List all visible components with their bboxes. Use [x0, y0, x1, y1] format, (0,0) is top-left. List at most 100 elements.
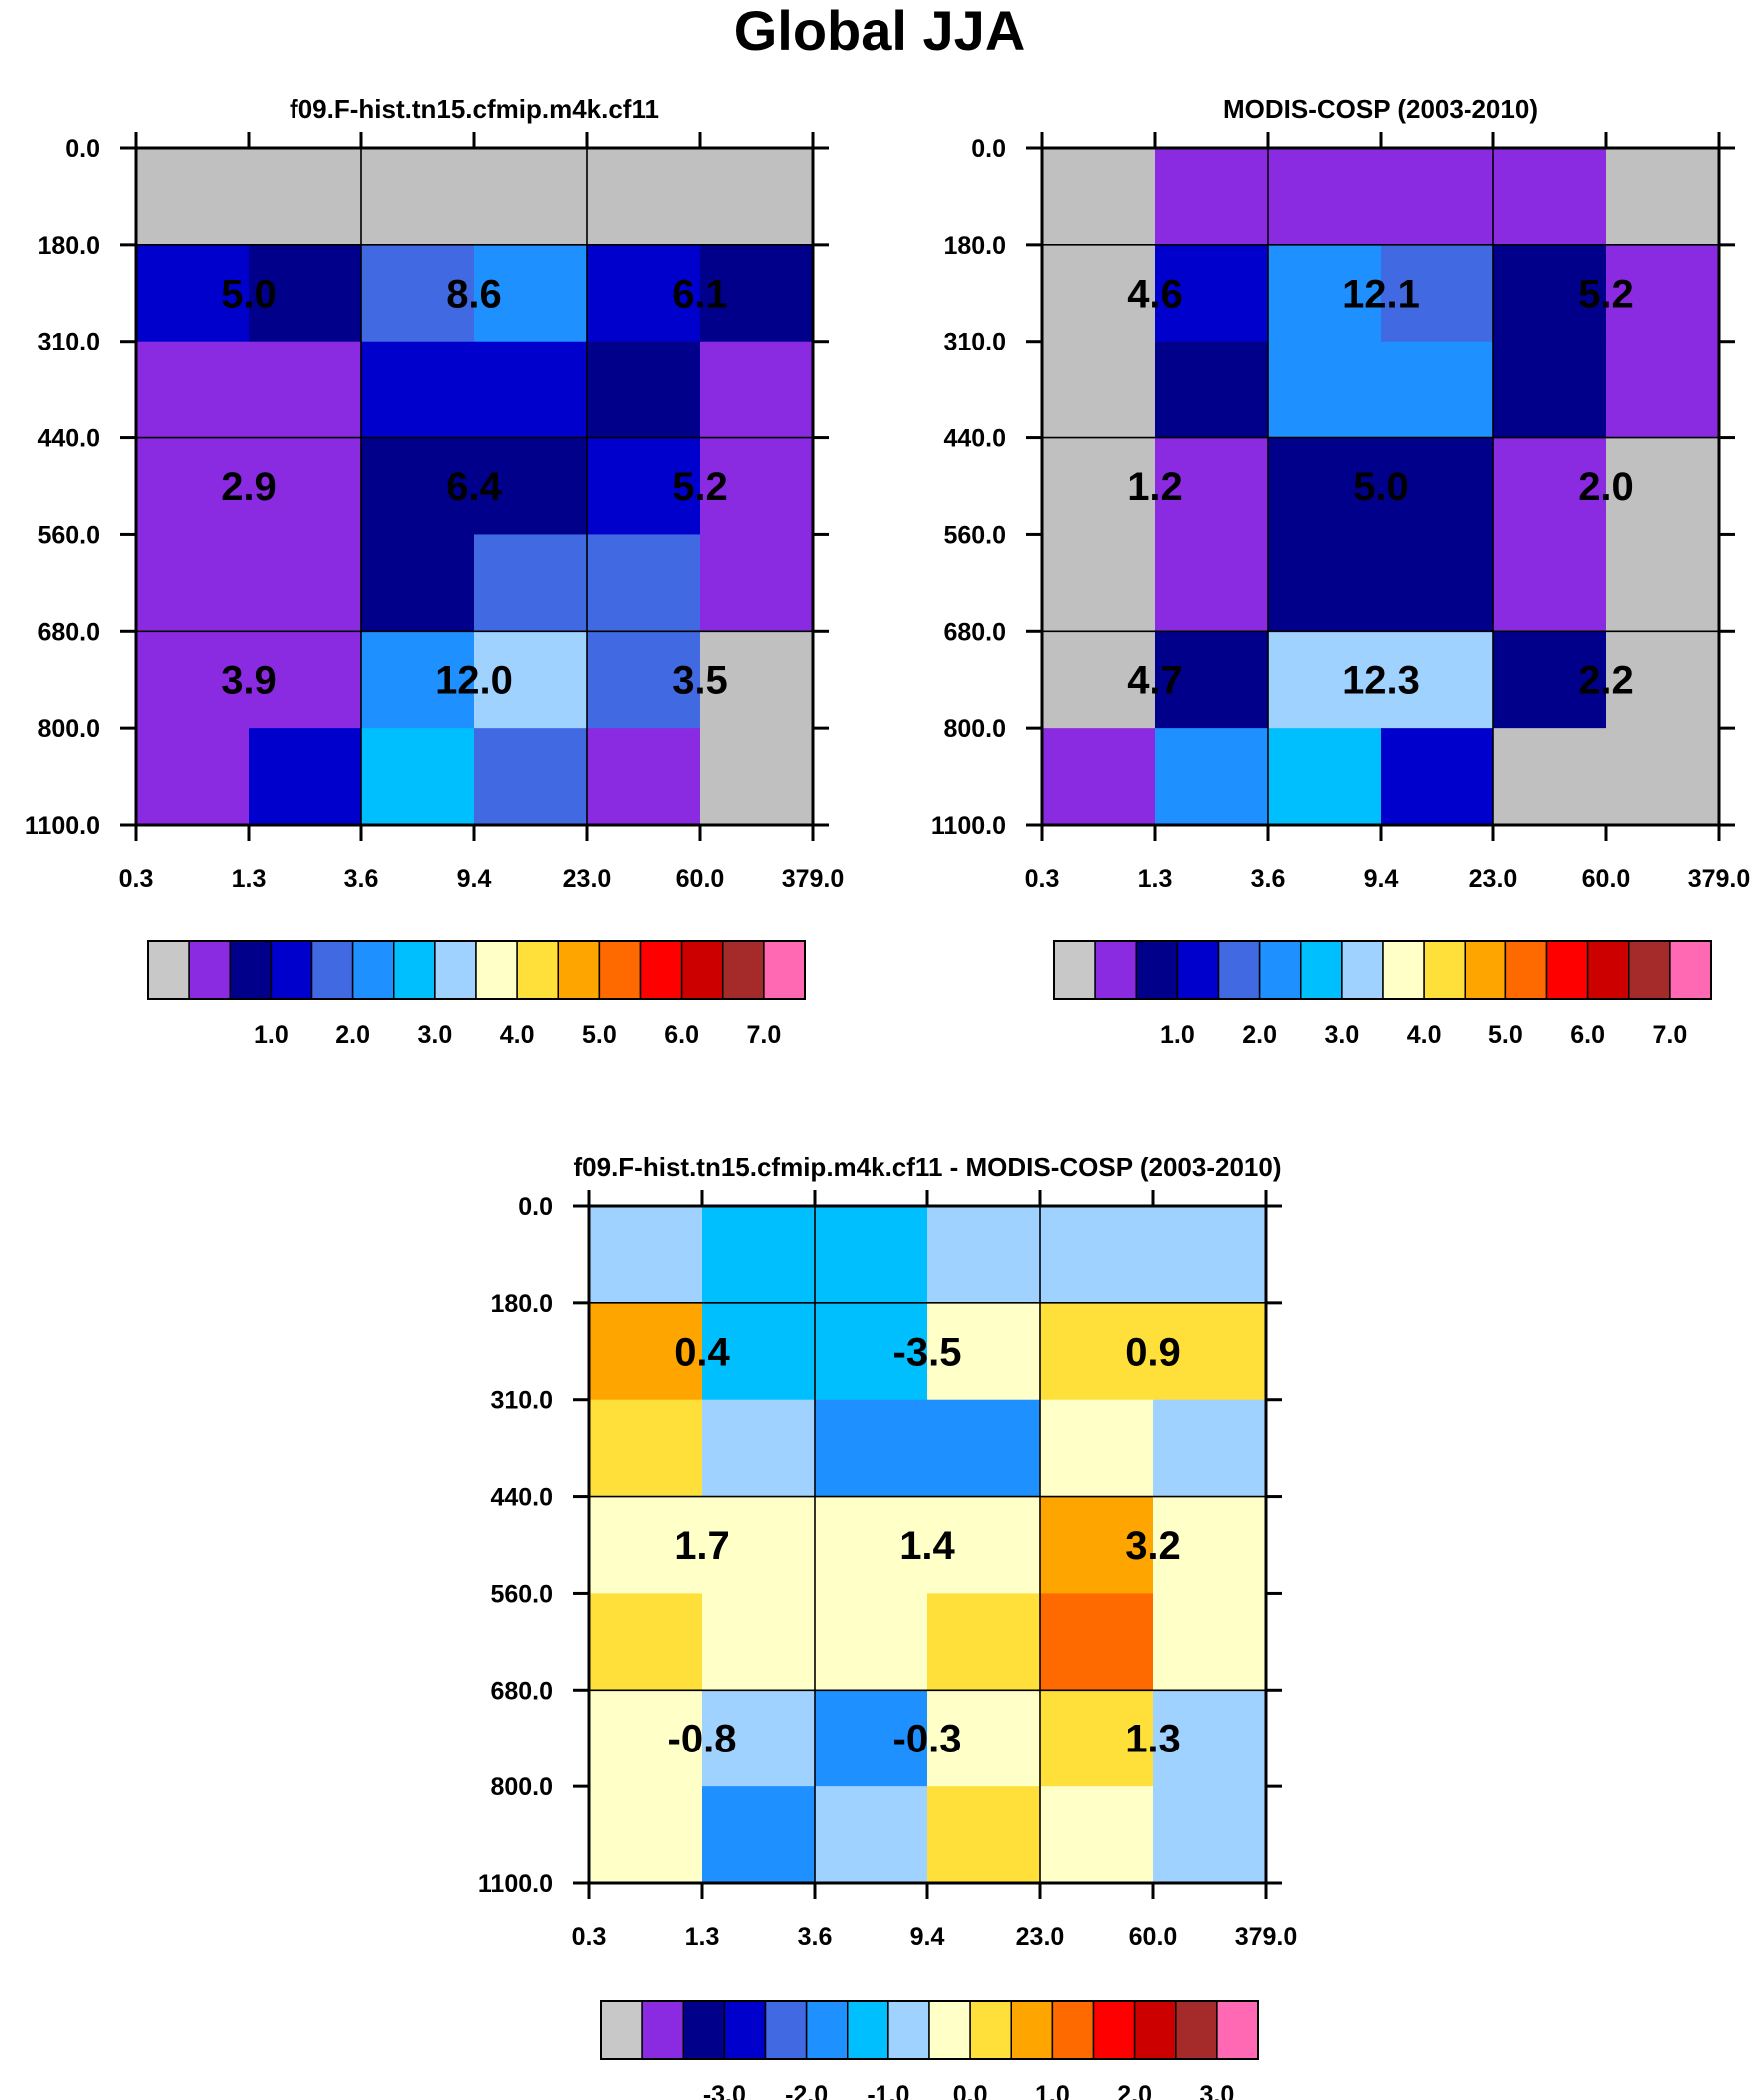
heatmap-cell [1153, 1496, 1267, 1595]
heatmap-cell [1381, 341, 1494, 439]
x-tick-label: 379.0 [782, 865, 845, 893]
colorbar-label: 5.0 [1488, 1021, 1523, 1049]
y-tick-label: 310.0 [37, 329, 100, 356]
heatmap-cell [1153, 1302, 1267, 1401]
cell-value-label: 6.1 [672, 272, 728, 316]
heatmap-cell [1040, 1302, 1154, 1401]
heatmap-cell [1493, 437, 1607, 536]
colorbar-label: 3.0 [1199, 2081, 1234, 2100]
colorbar-box [1175, 2000, 1218, 2060]
heatmap-cell [1606, 148, 1720, 246]
colorbar-box [351, 940, 395, 1000]
heatmap-cell [1042, 148, 1156, 246]
y-tick-label: 0.0 [65, 135, 100, 163]
colorbar-box [1092, 2000, 1136, 2060]
cell-value-label: 5.2 [672, 465, 728, 509]
heatmap-cell [589, 1690, 703, 1787]
y-tick-label: 800.0 [37, 715, 100, 743]
colorbar-label: -1.0 [867, 2081, 909, 2100]
colorbar-box [1217, 940, 1261, 1000]
x-tick-label: 60.0 [676, 865, 725, 893]
heatmap-cell [815, 1786, 928, 1884]
y-tick-label: 310.0 [943, 329, 1006, 356]
heatmap-cell [1268, 148, 1382, 246]
heatmap-cell [361, 534, 475, 632]
heatmap-cell [927, 1206, 1041, 1304]
colorbar-box [639, 940, 683, 1000]
heatmap-cell [1606, 534, 1720, 632]
heatmap-cell [249, 534, 362, 632]
y-tick-label: 310.0 [490, 1387, 553, 1415]
heatmap-cell [700, 341, 814, 439]
heatmap-cell [589, 1496, 703, 1595]
heatmap-cell [1606, 244, 1720, 343]
heatmap-cell [1606, 341, 1720, 439]
colorbar-box [1051, 2000, 1095, 2060]
heatmap-cell [589, 1302, 703, 1401]
colorbar-box [969, 2000, 1012, 2060]
colorbar-label: 1.0 [1035, 2081, 1070, 2100]
heatmap-cell [700, 244, 814, 343]
heatmap-cell [474, 437, 588, 536]
colorbar-box [1135, 940, 1179, 1000]
x-tick-label: 3.6 [1251, 865, 1286, 893]
x-tick-label: 1.3 [232, 865, 267, 893]
heatmap-cell [1493, 244, 1607, 343]
heatmap-cell [1155, 728, 1269, 826]
cell-value-label: 3.2 [1125, 1524, 1181, 1568]
colorbar-label: 4.0 [1407, 1021, 1442, 1049]
heatmap-cell [1042, 534, 1156, 632]
colorbar-box [1586, 940, 1630, 1000]
heatmap-cell [587, 341, 701, 439]
y-tick-label: 1100.0 [478, 1870, 553, 1898]
heatmap-cell [587, 728, 701, 826]
heatmap-cell [1040, 1399, 1154, 1498]
colorbar-box [1382, 940, 1425, 1000]
colorbar-frame [600, 2000, 1259, 2060]
colorbar-box [1341, 940, 1384, 1000]
colorbar-label: 5.0 [582, 1021, 617, 1049]
colorbar-box [188, 940, 231, 1000]
x-tick-label: 0.3 [1025, 865, 1060, 893]
heatmap-cell [1042, 437, 1156, 536]
colorbar-box [887, 2000, 930, 2060]
heatmap-cell [700, 728, 814, 826]
colorbar-box [847, 2000, 889, 2060]
colorbar-label: -2.0 [785, 2081, 828, 2100]
heatmap-cell [1042, 341, 1156, 439]
heatmap-cell [587, 437, 701, 536]
heatmap-cell [1381, 244, 1494, 343]
cell-value-label: 0.4 [674, 1330, 730, 1374]
y-tick-label: 560.0 [490, 1580, 553, 1608]
colorbar-box [147, 940, 190, 1000]
x-tick-label: 1.3 [1138, 865, 1173, 893]
colorbar-box [475, 940, 518, 1000]
x-tick-label: 23.0 [563, 865, 612, 893]
heatmap-cell [815, 1690, 928, 1787]
heatmap-cell [1606, 437, 1720, 536]
heatmap-cell [1042, 244, 1156, 343]
cell-value-label: 5.0 [1353, 465, 1409, 509]
y-tick-label: 560.0 [37, 521, 100, 549]
heatmap-cell [587, 534, 701, 632]
heatmap-cell [702, 1786, 816, 1884]
colorbar-label: 7.0 [1652, 1021, 1687, 1049]
x-tick-label: 9.4 [457, 865, 492, 893]
colorbar-box [1300, 940, 1343, 1000]
heatmap-cell [589, 1206, 703, 1304]
cell-value-label: 0.9 [1125, 1330, 1181, 1374]
heatmap-cell [1155, 244, 1269, 343]
colorbar-label: 4.0 [500, 1021, 535, 1049]
y-tick-label: 1100.0 [931, 812, 1006, 840]
y-tick-label: 1100.0 [25, 812, 100, 840]
heatmap-cell [702, 1593, 816, 1691]
colorbar-box [1423, 940, 1466, 1000]
y-tick-label: 800.0 [943, 715, 1006, 743]
heatmap-cell [1493, 728, 1607, 826]
heatmap-cell [1042, 631, 1156, 729]
x-tick-label: 23.0 [1016, 1923, 1065, 1951]
colorbar-label: 2.0 [1242, 1021, 1277, 1049]
y-tick-label: 680.0 [37, 618, 100, 646]
heatmap-cell [927, 1690, 1041, 1787]
panels: f09.F-hist.tn15.cfmip.m4k.cf11 0.0 180.0 31… [25, 94, 1750, 2100]
